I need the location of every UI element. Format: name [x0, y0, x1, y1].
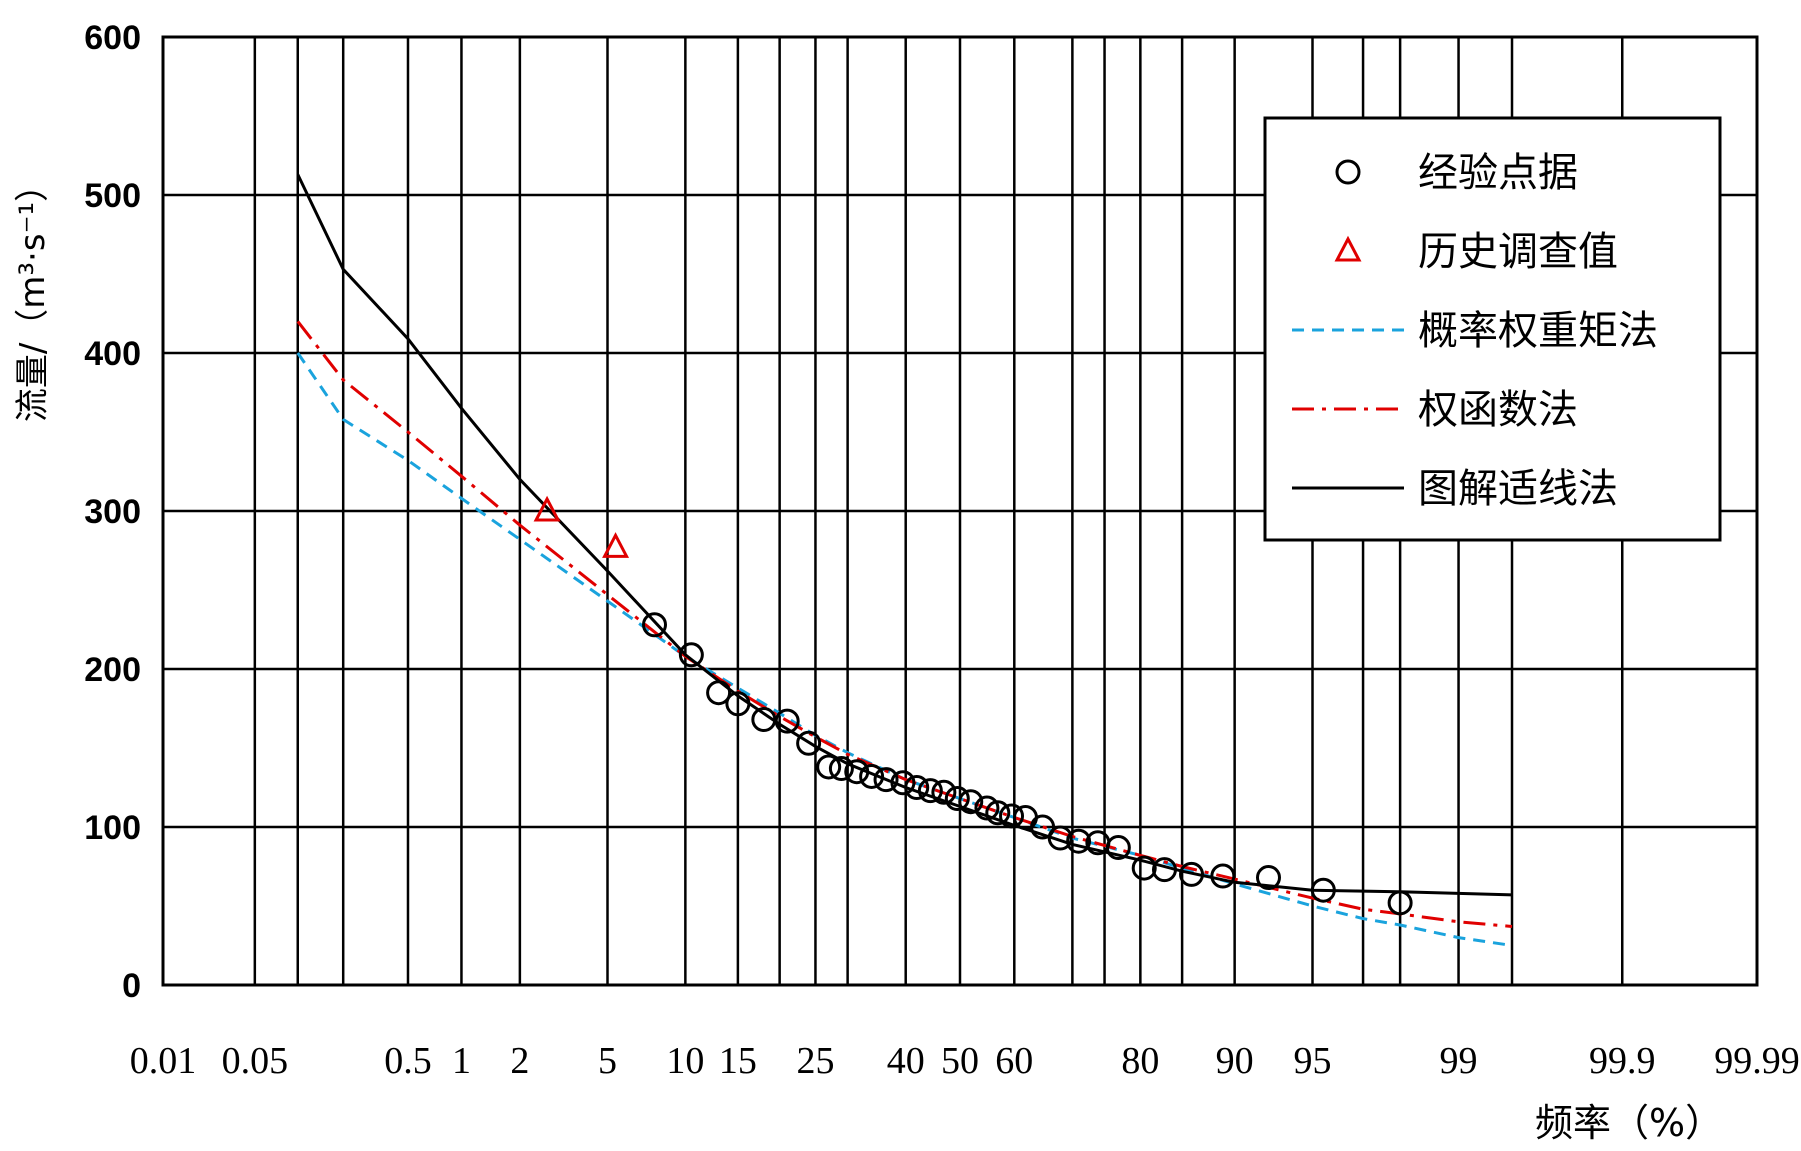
marker-layer — [533, 495, 1413, 916]
legend-label-0: 经验点据 — [1418, 150, 1578, 196]
empirical-point-2 — [706, 680, 732, 706]
x-tick-label-13: 90 — [1216, 1040, 1254, 1082]
x-tick-label-10: 50 — [941, 1040, 979, 1082]
x-tick-label-7: 15 — [719, 1040, 757, 1082]
x-tick-label-2: 0.5 — [384, 1040, 432, 1082]
empirical-point-29 — [1179, 861, 1205, 887]
y-tick-label-2: 200 — [84, 651, 141, 689]
x-tick-label-6: 10 — [666, 1040, 704, 1082]
empirical-point-6 — [796, 730, 822, 756]
empirical-point-14 — [917, 778, 943, 804]
y-tick-label-1: 100 — [84, 809, 141, 847]
empirical-point-0 — [642, 612, 668, 638]
empirical-point-30 — [1210, 863, 1236, 889]
empirical-point-23 — [1047, 825, 1073, 851]
empirical-point-17 — [958, 789, 984, 815]
y-tick-label-5: 500 — [84, 177, 141, 215]
empirical-point-22 — [1030, 814, 1056, 840]
legend-label-4: 图解适线法 — [1418, 466, 1618, 512]
x-tick-label-16: 99.9 — [1589, 1040, 1656, 1082]
x-tick-label-4: 2 — [510, 1040, 529, 1082]
x-tick-label-15: 99 — [1440, 1040, 1478, 1082]
empirical-point-20 — [999, 803, 1025, 829]
x-tick-label-8: 25 — [796, 1040, 834, 1082]
empirical-point-18 — [974, 795, 1000, 821]
empirical-point-31 — [1255, 865, 1281, 891]
y-axis-title: 流量/（m³·s⁻¹） — [13, 168, 53, 422]
x-tick-label-9: 40 — [887, 1040, 925, 1082]
empirical-point-8 — [828, 756, 854, 782]
y-tick-label-3: 300 — [84, 493, 141, 531]
empirical-point-12 — [890, 770, 916, 796]
empirical-point-16 — [944, 786, 970, 812]
x-tick-label-5: 5 — [598, 1040, 617, 1082]
x-tick-label-3: 1 — [452, 1040, 471, 1082]
legend-label-3: 权函数法 — [1418, 387, 1578, 433]
empirical-point-7 — [816, 754, 842, 780]
empirical-point-13 — [904, 775, 930, 800]
x-tick-label-0: 0.01 — [130, 1040, 197, 1082]
y-tick-label-0: 0 — [122, 967, 141, 1005]
legend-symbol-0 — [1335, 159, 1361, 185]
empirical-point-26 — [1105, 835, 1131, 861]
empirical-point-19 — [985, 800, 1011, 826]
series-line-3 — [296, 320, 1513, 928]
empirical-point-27 — [1131, 855, 1157, 881]
empirical-point-9 — [844, 759, 870, 785]
empirical-point-28 — [1151, 857, 1177, 883]
y-tick-labels: 0 100 200 300 400 500 600 — [84, 19, 141, 1005]
empirical-point-10 — [859, 763, 885, 789]
x-tick-label-17: 99.99 — [1714, 1040, 1800, 1082]
y-tick-label-6: 600 — [84, 19, 141, 57]
empirical-point-24 — [1066, 828, 1092, 854]
x-tick-label-11: 60 — [995, 1040, 1033, 1082]
y-tick-label-4: 400 — [84, 335, 141, 373]
empirical-point-11 — [873, 767, 899, 793]
empirical-point-33 — [1387, 890, 1413, 916]
x-tick-labels: 0.01 0.05 0.5 1 2 5 10 15 25 40 50 60 80 90 95 99 99.9 99… — [130, 1040, 1800, 1082]
historical-point-0 — [533, 495, 561, 522]
legend-symbol-1 — [1334, 235, 1362, 262]
legend-label-1: 历史调查值 — [1418, 229, 1618, 275]
plot-frame — [161, 35, 1759, 987]
empirical-point-5 — [774, 708, 800, 734]
x-axis-title: 频率（%） — [1535, 1101, 1723, 1145]
empirical-point-32 — [1310, 877, 1336, 903]
empirical-point-15 — [931, 779, 957, 805]
x-tick-label-14: 95 — [1293, 1040, 1331, 1082]
x-tick-label-12: 80 — [1121, 1040, 1159, 1082]
empirical-point-1 — [678, 642, 704, 668]
legend-label-2: 概率权重矩法 — [1418, 308, 1658, 354]
historical-point-1 — [602, 532, 630, 558]
x-tick-label-1: 0.05 — [222, 1040, 289, 1082]
empirical-point-3 — [725, 691, 751, 717]
